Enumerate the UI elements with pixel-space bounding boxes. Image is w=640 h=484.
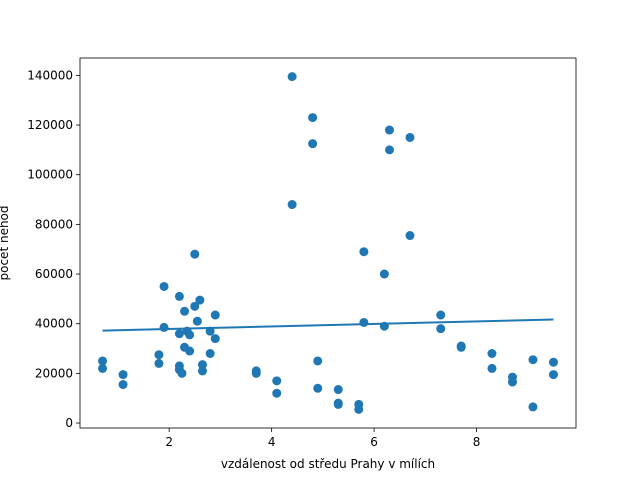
y-tick-label: 0 [65,416,73,430]
data-point [405,231,415,241]
data-point [308,139,318,149]
data-point [118,380,128,390]
data-point [528,402,538,412]
data-point [154,358,164,368]
y-tick-label: 40000 [35,317,73,331]
data-point [287,72,297,82]
y-tick-label: 60000 [35,267,73,281]
data-point [210,334,220,344]
x-tick-label: 2 [165,435,173,449]
data-point [333,399,343,409]
data-point [308,113,318,123]
data-point [507,377,517,387]
data-point [118,370,128,380]
data-point [405,132,415,142]
data-point [185,346,195,356]
data-point [333,385,343,395]
plot-frame [79,57,577,429]
x-axis: 2 4 6 8 [165,428,480,449]
data-point [528,355,538,365]
data-point [354,404,364,414]
x-tick-label: 6 [370,435,378,449]
data-point [313,356,323,366]
data-point [436,324,446,334]
data-point [197,360,207,370]
data-point [190,301,200,311]
data-point [379,269,389,279]
data-point [98,363,108,373]
data-point [195,295,205,305]
data-point [159,281,169,291]
data-point [272,376,282,386]
data-point [154,350,164,360]
y-axis-label: počet nehod [0,205,11,280]
data-point [359,247,369,257]
data-point [192,316,202,326]
data-point [205,349,215,359]
trend-layer [102,318,554,332]
y-tick-label: 140000 [27,68,73,82]
data-point [197,366,207,376]
data-point [487,363,497,373]
y-tick-label: 20000 [35,366,73,380]
data-point [379,321,389,331]
data-point [190,249,200,259]
data-point [359,317,369,327]
data-point [287,200,297,210]
data-point [313,383,323,393]
data-point [487,349,497,359]
data-point [548,357,558,367]
y-axis: 0 20000 40000 60000 80000 100000 120000 140000 [27,68,80,430]
x-tick-label: 8 [473,435,481,449]
data-point [272,388,282,398]
x-tick-label: 4 [268,435,276,449]
data-point [185,330,195,340]
data-point [98,356,108,366]
trend-line [102,318,554,332]
data-point [456,342,466,352]
data-point [251,368,261,378]
data-point [384,145,394,155]
data-point [205,326,215,336]
y-tick-label: 100000 [27,168,73,182]
points-layer [98,72,558,414]
data-point [436,310,446,320]
data-point [548,370,558,380]
data-point [177,368,187,378]
y-tick-label: 80000 [35,217,73,231]
x-axis-label: vzdálenost od středu Prahy v mílích [221,457,435,471]
y-tick-label: 120000 [27,118,73,132]
data-point [210,310,220,320]
data-point [384,125,394,135]
data-point [174,329,184,339]
data-point [159,322,169,332]
data-point [174,291,184,301]
data-point [180,306,190,316]
